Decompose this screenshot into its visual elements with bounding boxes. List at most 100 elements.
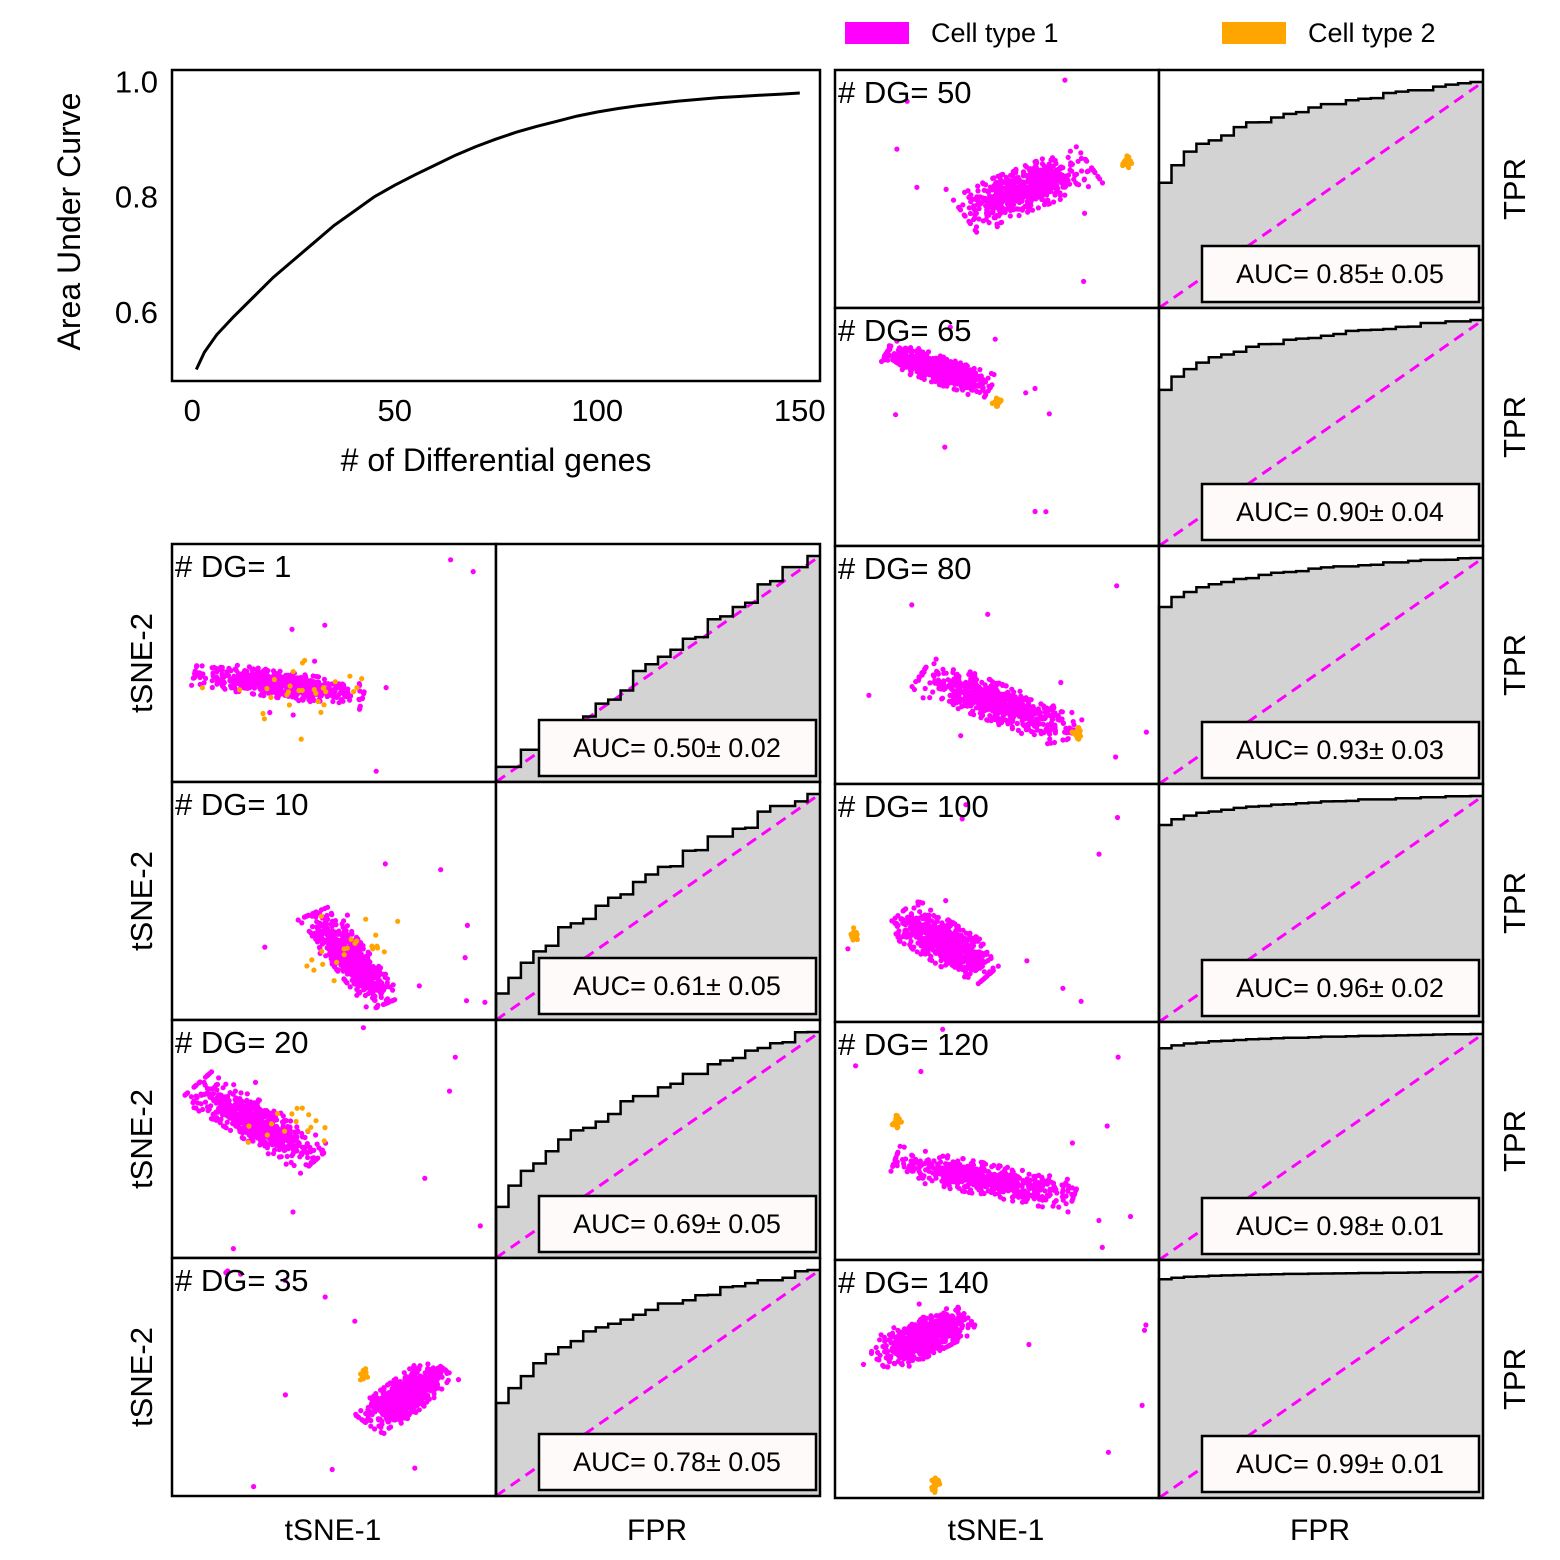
cell1-point [968,199,974,205]
cell1-point [1048,157,1054,163]
cell1-point [990,175,996,181]
cell1-point [1025,725,1031,731]
auc-label: AUC= 0.61± 0.05 [573,971,781,1001]
cell1-outlier-point [416,983,422,989]
cell1-point [1025,706,1031,712]
cell1-point [257,686,263,692]
cell1-point [1039,196,1045,203]
cell2-point [320,961,326,967]
cell1-point [966,671,972,678]
cell1-point [1052,730,1058,736]
cell1-point [1009,187,1015,193]
cell1-point [192,1083,198,1089]
cell2-point [989,400,996,406]
cell1-point [330,698,336,705]
cell1-outlier-point [893,412,899,418]
cell1-point [1025,712,1031,718]
cell1-point [195,1100,201,1106]
cell1-point [1065,736,1071,742]
cell1-point [966,370,972,376]
cell1-point [972,212,978,218]
cell1-point [992,717,999,723]
scatter-points-cell2 [245,1105,328,1145]
cell1-point [246,664,252,670]
cell1-point [389,1406,395,1412]
cell1-point [363,953,369,959]
cell1-point [940,383,947,389]
cell1-point [891,351,898,357]
cell1-point [325,916,331,923]
cell1-point [980,181,986,187]
cell1-point [401,1405,407,1411]
cell2-point [290,669,296,675]
cell2-point [246,1123,252,1129]
cell1-point [1085,168,1091,174]
cell2-point [359,676,365,682]
cell1-point [1023,187,1029,193]
cell1-point [277,1144,283,1150]
cell1-point [391,1417,397,1423]
cell1-point [278,676,284,682]
cell1-point [998,700,1004,707]
auc-box [537,1432,818,1492]
cell1-point [353,958,359,964]
cell1-point [227,1127,234,1133]
cell2-point [348,936,354,943]
cell1-point [1039,161,1046,167]
cell1-point [917,359,924,365]
cell1-point [945,376,951,382]
cell1-point [270,1132,276,1138]
cell1-point [297,683,303,689]
cell2-point [344,945,350,951]
cell1-point [903,351,909,357]
cell1-point [302,672,308,678]
cell1-point [214,1081,221,1088]
auc-label: AUC= 0.69± 0.05 [573,1209,781,1239]
cell1-point [325,945,331,951]
cell1-point [219,683,226,689]
cell2-point [306,1112,312,1118]
cell1-point [356,681,362,687]
dg-label: # DG= 10 [175,787,309,822]
cell1-point [1075,158,1081,164]
cell1-point [294,1124,300,1130]
cell1-point [398,1420,404,1426]
cell1-point [307,1144,313,1150]
cell1-outlier-point [909,602,915,608]
cell1-point [228,685,235,691]
cell1-point [301,914,307,920]
cell1-point [431,1384,437,1390]
cell1-point [411,1363,417,1369]
cell1-point [385,1382,391,1388]
cell1-point [1065,172,1072,178]
cell1-outlier-point [1032,508,1038,515]
cell1-outlier-point [382,861,388,867]
cell1-point [274,1129,280,1135]
cell1-point [414,1369,420,1375]
cell1-point [1040,167,1046,174]
cell1-point [299,1144,305,1150]
cell1-point [1038,172,1044,178]
cell1-point [208,1069,215,1075]
cell1-point [351,975,357,981]
scatter-points-cell2 [357,1366,371,1383]
cell1-point [325,904,331,910]
cell1-point [374,979,381,985]
scatter-points-cell1 [894,77,1106,284]
cell1-point [1049,163,1055,169]
dg-label: # DG= 80 [838,551,972,586]
cell2-point [302,657,308,664]
cell1-point [414,1386,420,1392]
cell1-point [956,204,962,210]
cell1-point [391,1384,397,1390]
cell2-point [293,1118,299,1125]
cell1-point [313,1132,319,1138]
cell2-point [289,1111,295,1117]
cell2-point [315,698,321,705]
cell1-point [220,1123,227,1129]
cell1-point [333,966,340,973]
cell2-point [287,683,293,689]
cell1-point [971,690,977,696]
cell1-point [297,1170,304,1176]
cell1-point [1017,688,1023,694]
